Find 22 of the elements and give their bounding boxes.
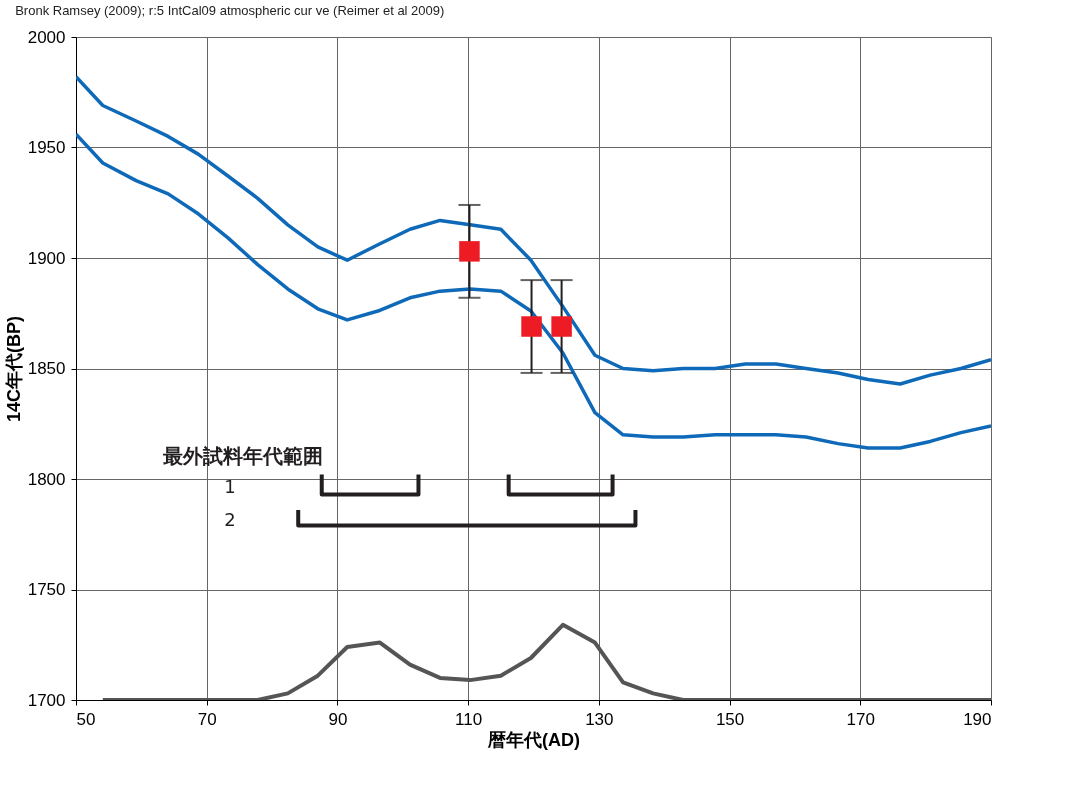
y-tick-label: 1900	[27, 248, 66, 268]
x-tick-label: 50	[76, 709, 96, 729]
y-tick-label: 1700	[27, 690, 66, 710]
line-series	[100, 622, 991, 700]
y-tick-label: 1950	[27, 138, 66, 157]
x-tick-label: 70	[197, 709, 217, 729]
annotation: 2	[224, 509, 236, 530]
y-axis-title: 14C年代(BP)	[3, 315, 24, 423]
x-tick-label: 90	[328, 709, 348, 729]
x-tick-label: 190	[963, 709, 992, 729]
y-tick-label: 1850	[27, 359, 66, 378]
x-tick-label: 150	[715, 709, 745, 729]
y-tick-label: 1800	[27, 469, 66, 489]
y-tick-label: 2000	[27, 27, 66, 47]
annotation: 1	[224, 476, 236, 497]
y-tick-label: 1750	[27, 580, 66, 599]
x-axis-title: 暦年代(AD)	[487, 729, 580, 750]
chart-title: Bronk Ramsey (2009); r:5 IntCal09 atmospheric cur ve (Reimer et al 2009)	[15, 3, 445, 18]
x-tick-label: 130	[585, 709, 614, 729]
line-series	[76, 75, 991, 386]
x-tick-label: 170	[846, 709, 875, 729]
x-tick-label: 110	[455, 709, 483, 729]
